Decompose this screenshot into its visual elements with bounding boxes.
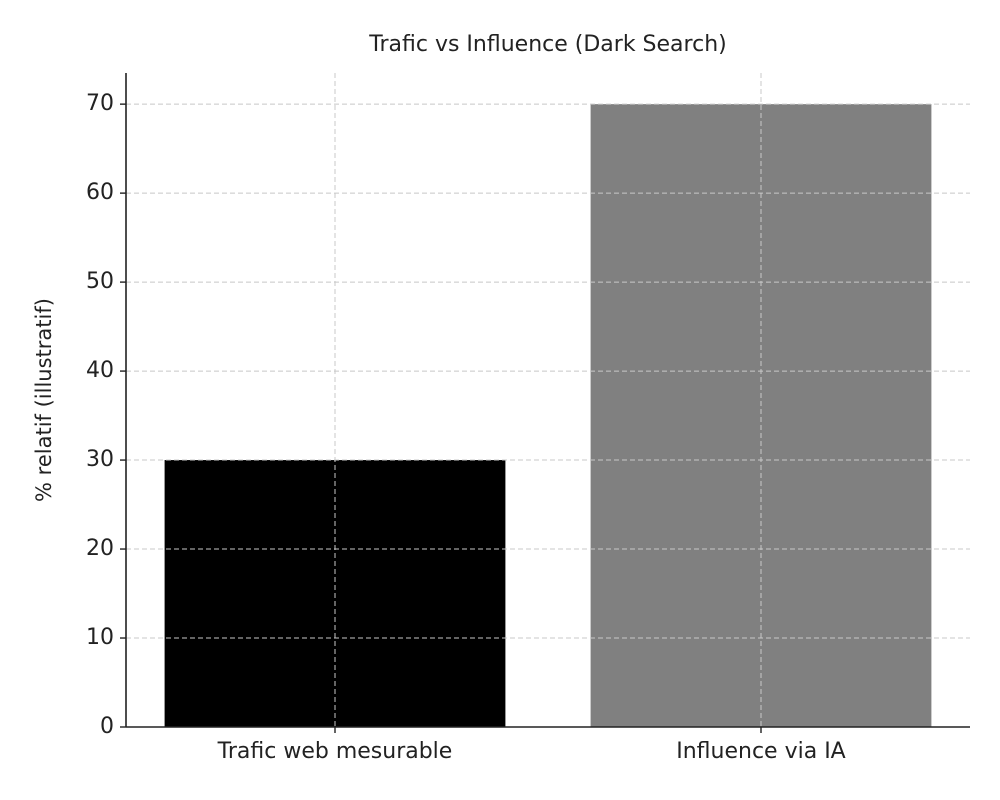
y-tick-label: 50	[86, 269, 114, 294]
y-tick-label: 40	[86, 358, 114, 383]
y-tick-label: 10	[86, 625, 114, 650]
y-tick-label: 0	[100, 714, 114, 739]
x-tick-label: Influence via IA	[676, 739, 845, 764]
bar	[590, 104, 932, 727]
y-tick-label: 30	[86, 447, 114, 472]
y-tick-label: 60	[86, 180, 114, 205]
x-tick-label: Trafic web mesurable	[217, 739, 453, 764]
y-tick-label: 20	[86, 536, 114, 561]
y-axis-label: % relatif (illustratif)	[32, 298, 56, 502]
y-tick-label: 70	[86, 91, 114, 116]
chart-title: Trafic vs Influence (Dark Search)	[368, 32, 726, 57]
